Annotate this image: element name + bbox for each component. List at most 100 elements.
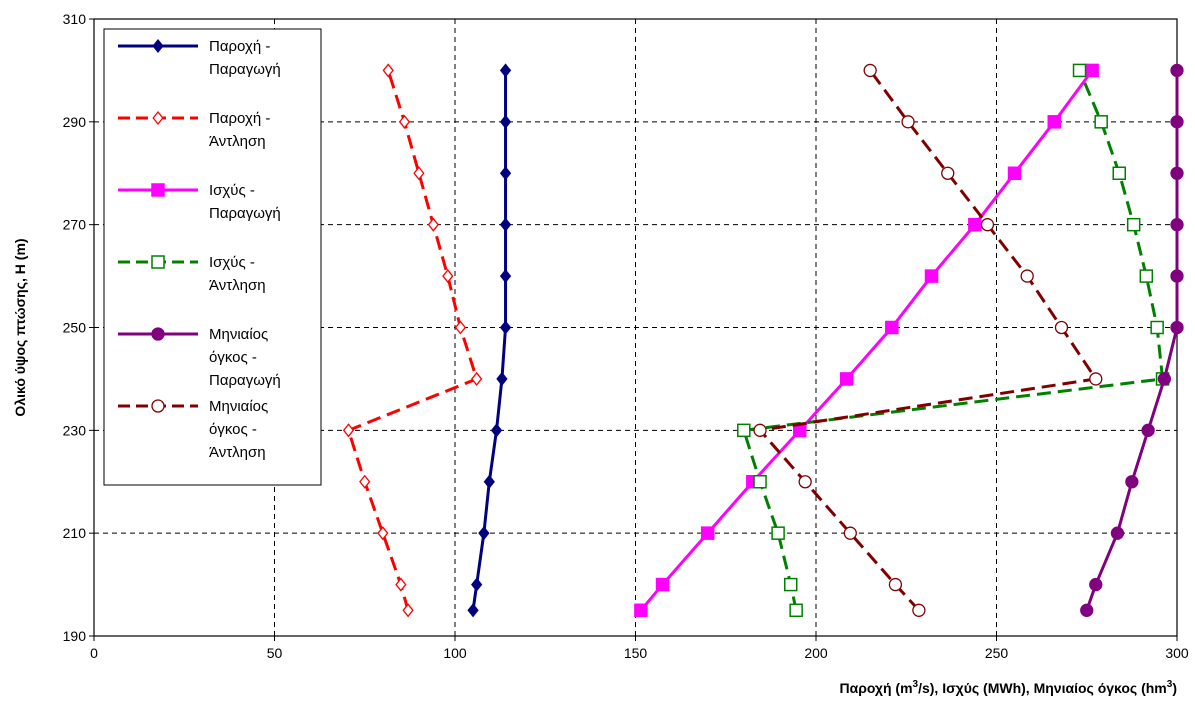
- data-point: [377, 526, 389, 541]
- legend-label: Ισχύς -: [209, 182, 255, 199]
- data-point: [753, 475, 767, 489]
- data-point: [1080, 603, 1094, 617]
- data-point: [499, 269, 512, 284]
- x-tick-label: 100: [443, 645, 467, 661]
- x-axis-label-part: ): [1172, 680, 1177, 696]
- legend-label: Παροχή -: [209, 110, 270, 127]
- data-point: [467, 603, 479, 618]
- data-point: [839, 372, 854, 386]
- series-line: [346, 69, 479, 611]
- data-point: [924, 269, 939, 283]
- x-tick-label: 150: [624, 645, 648, 661]
- legend-swatch-marker: [152, 38, 164, 54]
- data-point: [1089, 372, 1103, 386]
- data-point: [478, 526, 490, 541]
- data-point: [1047, 115, 1062, 129]
- x-axis-label: Παροχή (m3/s), Ισχύς (MWh), Μηνιαίος όγκ…: [839, 679, 1177, 696]
- x-tick-label: 0: [90, 645, 98, 661]
- legend-swatch-marker: [151, 327, 165, 341]
- data-point: [1054, 320, 1069, 335]
- data-point: [901, 115, 915, 129]
- data-point: [771, 526, 785, 540]
- data-point: [359, 474, 371, 489]
- x-axis-label-part: Παροχή (m: [839, 680, 912, 696]
- data-point: [655, 577, 670, 592]
- y-tick-label: 190: [63, 628, 87, 644]
- data-point: [1072, 63, 1087, 78]
- y-tick-label: 270: [63, 217, 87, 233]
- data-point: [471, 577, 483, 592]
- data-point: [342, 423, 355, 438]
- axes: 0 50 100 150 200 250 300 190 210 230 250 270 290 310: [63, 11, 1189, 661]
- data-point: [395, 577, 407, 592]
- data-point: [1139, 269, 1154, 283]
- data-point: [1170, 166, 1184, 180]
- data-point: [1089, 577, 1103, 592]
- data-point: [980, 218, 995, 232]
- data-point: [634, 603, 648, 618]
- legend-swatch-marker: [151, 255, 165, 269]
- legend-entry: Παροχή - Άντληση: [118, 110, 270, 150]
- data-point: [1110, 526, 1125, 540]
- data-point: [1170, 320, 1184, 335]
- legend-swatch-marker: [151, 183, 165, 197]
- data-point: [1170, 115, 1184, 129]
- data-point: [737, 423, 751, 438]
- legend-entry: Μηνιαίος όγκος - Άντληση: [118, 398, 268, 461]
- series-line: [471, 70, 508, 611]
- data-point: [1112, 166, 1126, 180]
- data-point: [454, 320, 467, 335]
- data-point: [499, 217, 512, 232]
- data-point: [402, 603, 414, 618]
- legend-label: Παροχή -: [209, 38, 270, 55]
- data-point: [968, 217, 982, 232]
- series-line: [639, 69, 1094, 612]
- series-4: [737, 63, 1170, 618]
- data-point: [398, 114, 411, 129]
- data-point: [700, 526, 715, 540]
- series-line: [757, 69, 1099, 612]
- y-tick-label: 230: [63, 422, 87, 438]
- data-point: [798, 475, 812, 489]
- legend-label: όγκος -: [209, 349, 257, 366]
- x-axis-label-superscript: 3: [913, 679, 919, 690]
- data-point: [1007, 166, 1022, 180]
- legend-swatch-marker: [152, 110, 164, 126]
- data-point: [753, 423, 767, 437]
- series-line: [741, 69, 1165, 611]
- data-point: [1170, 269, 1184, 283]
- series-5: [1080, 63, 1184, 617]
- legend-label: Άντληση: [209, 277, 266, 294]
- x-axis-label-superscript: 3: [1167, 679, 1173, 690]
- y-tick-label: 290: [63, 114, 87, 130]
- y-axis-label: Ολικό ύψος πτώσης, H (m): [12, 238, 28, 416]
- data-point: [1170, 218, 1184, 232]
- data-point: [382, 63, 394, 78]
- legend-label: Παραγωγή: [209, 205, 281, 222]
- data-point: [496, 371, 508, 386]
- data-point: [783, 577, 798, 592]
- data-point: [1094, 115, 1108, 129]
- y-tick-label: 210: [63, 525, 87, 541]
- legend-label: Ισχύς -: [209, 254, 255, 271]
- legend-entry: Ισχύς - Παραγωγή: [118, 182, 281, 222]
- legend-label: Μηνιαίος: [209, 398, 268, 415]
- series-2: [342, 63, 483, 618]
- data-point: [442, 269, 454, 284]
- data-point: [471, 371, 483, 386]
- data-point: [1170, 63, 1184, 78]
- data-point: [499, 63, 512, 78]
- x-tick-label: 250: [985, 645, 1009, 661]
- data-point: [1085, 63, 1099, 78]
- data-point: [888, 577, 903, 592]
- data-point: [885, 320, 899, 335]
- data-point: [789, 603, 803, 618]
- legend-label: Παραγωγή: [209, 61, 281, 78]
- legend-entry: Μηνιαίος όγκος - Παραγωγή: [118, 326, 281, 389]
- data-point: [843, 526, 857, 540]
- x-tick-label: 300: [1165, 645, 1189, 661]
- data-point: [863, 63, 877, 78]
- data-point: [1141, 423, 1155, 437]
